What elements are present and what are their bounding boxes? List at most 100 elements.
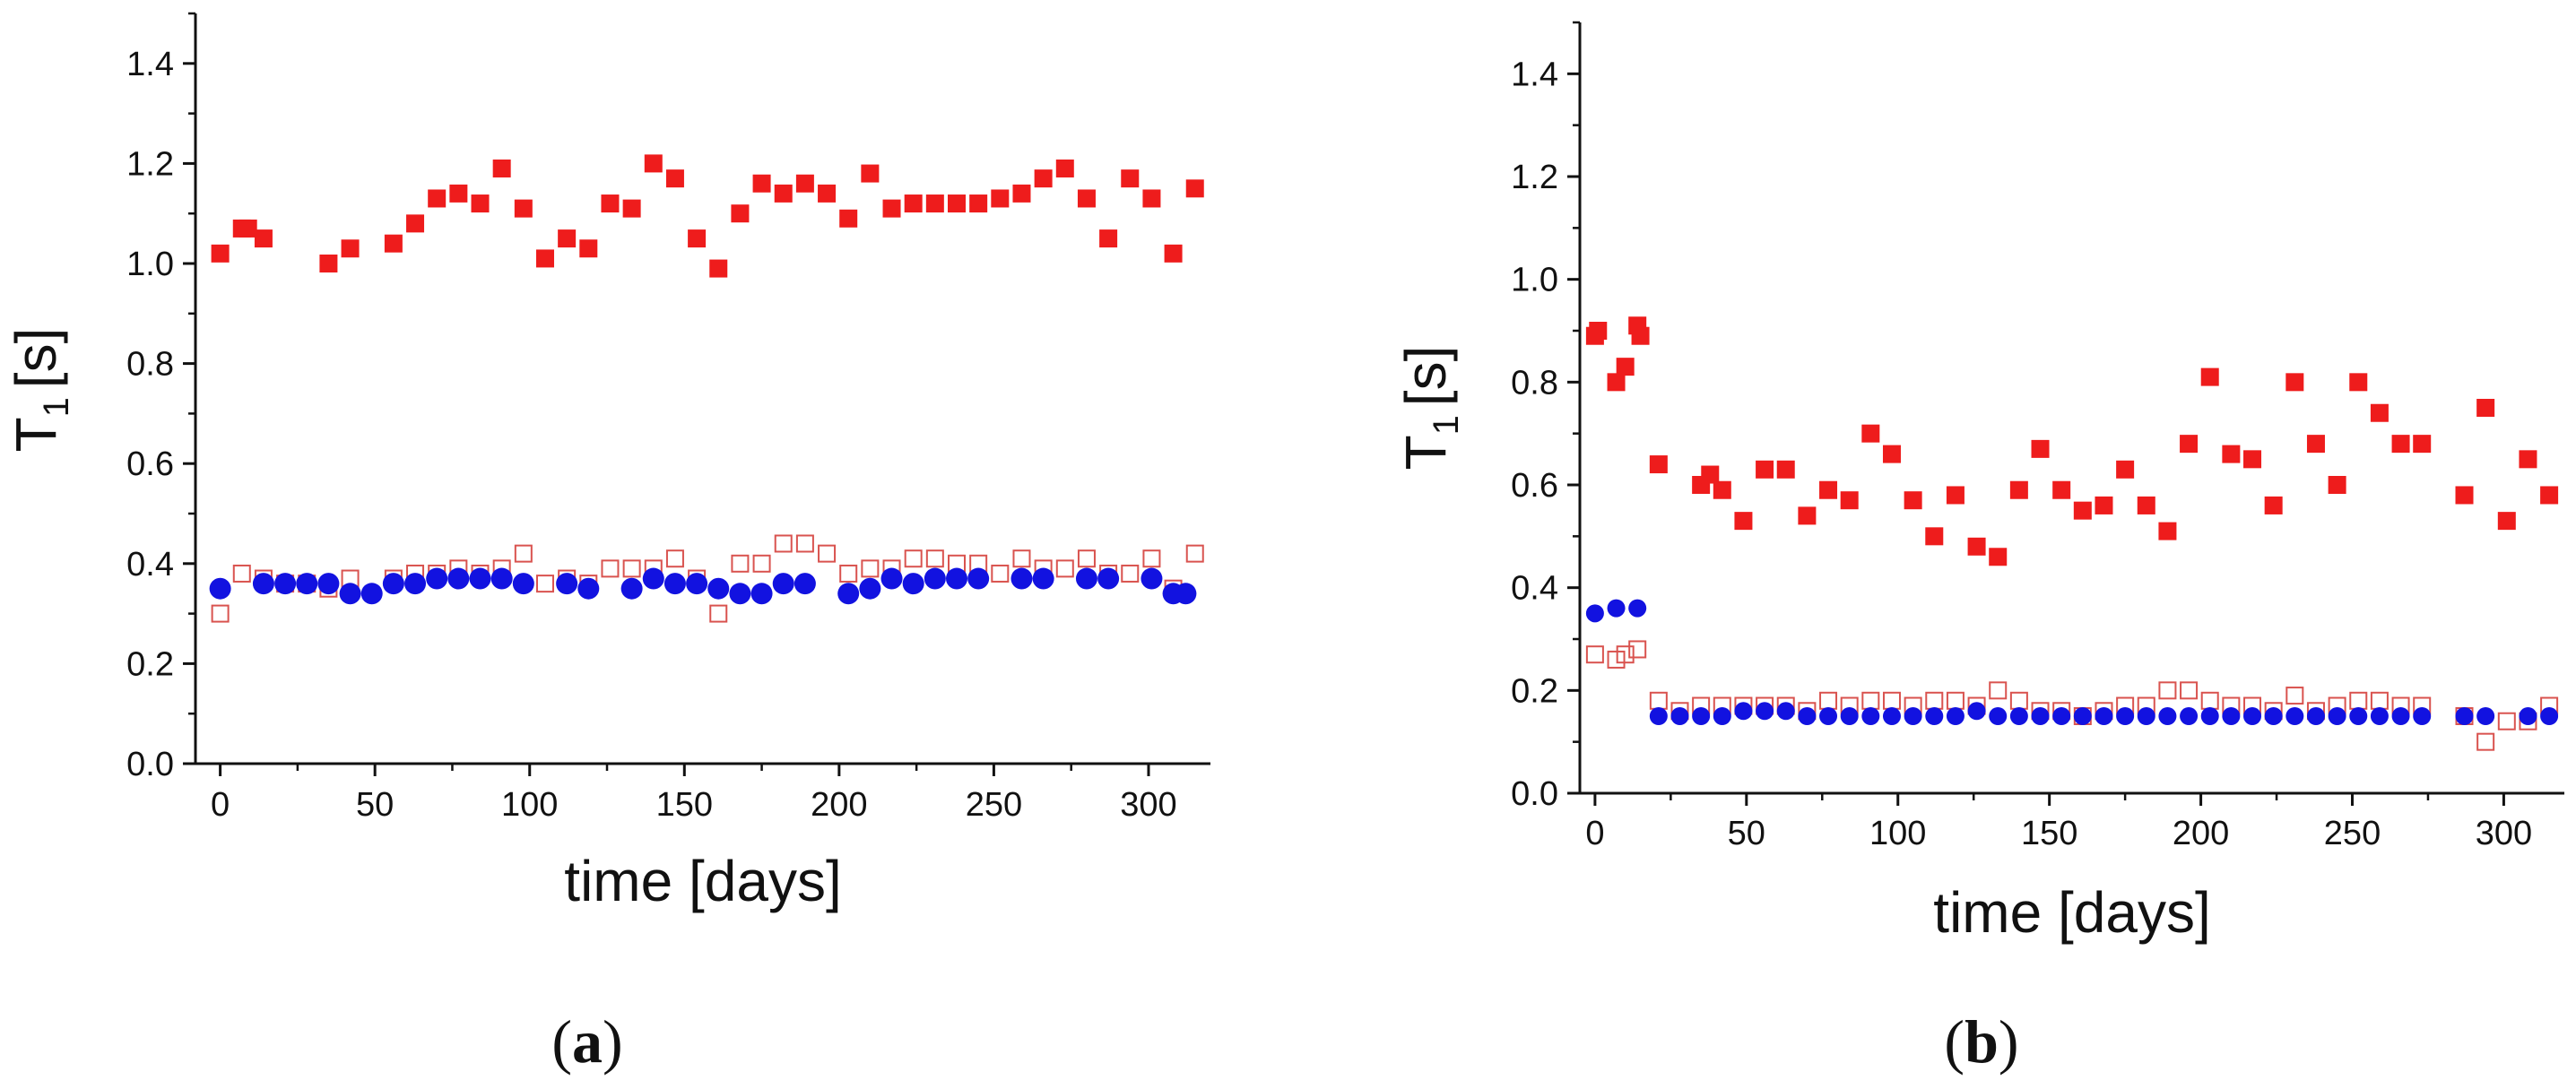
data-point-blue (252, 573, 274, 595)
data-point-red-filled (1819, 480, 1838, 499)
data-point-blue (2306, 707, 2325, 725)
data-point-blue (512, 573, 534, 595)
data-point-red-open (2497, 712, 2516, 730)
data-point-red-filled (2476, 399, 2495, 417)
data-point-red-open (774, 534, 793, 553)
data-point-red-filled (579, 239, 598, 258)
data-point-red-filled (2328, 476, 2346, 494)
series-circle-filled (209, 567, 1197, 605)
y-axis-title-main: T (1393, 435, 1458, 470)
data-point-red-open (1649, 691, 1668, 710)
data-point-red-filled (558, 229, 577, 248)
data-point-red-filled (2052, 480, 2071, 499)
data-point-red-filled (1649, 455, 1668, 474)
data-point-red-filled (535, 249, 554, 268)
data-point-blue (2370, 707, 2389, 725)
data-point-blue (1882, 707, 1901, 725)
data-point-red-open (839, 564, 858, 583)
data-point-blue (794, 573, 816, 595)
data-point-red-filled (319, 255, 338, 272)
data-point-red-filled (449, 184, 468, 203)
data-point-red-filled (341, 239, 360, 258)
data-point-red-filled (1607, 373, 1626, 392)
data-point-blue (1032, 567, 1054, 590)
x-tick-label: 50 (1728, 815, 1765, 852)
y-tick-label: 0.4 (1511, 570, 1558, 608)
data-point-red-filled (795, 174, 814, 193)
data-point-red-filled (665, 169, 684, 188)
axes: 0.0 0.2 0.4 0.6 0.8 1.0 1.2 1.4 0 50 100 150 200 250 3… (1393, 21, 2564, 945)
data-point-blue (1628, 599, 1647, 618)
data-point-red-filled (861, 164, 880, 183)
data-point-blue (1649, 707, 1668, 725)
data-point-red-filled (428, 189, 447, 208)
data-point-red-filled (1142, 189, 1161, 208)
y-tick-label: 1.4 (126, 46, 174, 83)
data-point-red-filled (514, 199, 533, 218)
data-point-blue (1734, 702, 1753, 721)
data-point-red-filled (239, 219, 257, 238)
data-point-blue (664, 573, 686, 595)
data-point-red-filled (2497, 512, 2516, 531)
data-point-red-open (2349, 691, 2368, 710)
data-point-blue (209, 577, 231, 600)
data-point-red-open (2370, 691, 2389, 710)
y-tick-label: 0.0 (126, 746, 174, 783)
data-point-red-open (1882, 691, 1901, 710)
data-point-red-filled (2540, 486, 2559, 505)
data-point-red-open (232, 564, 251, 583)
data-point-red-filled (2264, 496, 2283, 514)
y-tick-label: 0.0 (1511, 775, 1558, 813)
data-point-red-open (535, 575, 554, 593)
data-point-red-open (1989, 681, 2008, 700)
data-point-red-filled (2200, 367, 2219, 386)
data-point-red-open (1946, 691, 1965, 710)
data-point-red-open (709, 604, 728, 623)
data-point-red-open (211, 604, 230, 623)
panel-label-b-letter: b (1965, 1007, 1999, 1076)
x-tick-label: 150 (2021, 815, 2077, 852)
data-point-blue (2137, 707, 2155, 725)
x-tick-label: 250 (966, 786, 1022, 824)
series-square-filled (1585, 316, 2559, 566)
axes: 0.0 0.2 0.4 0.6 0.8 1.0 1.2 1.4 0 50 100 150 200 250 3… (4, 12, 1210, 913)
data-point-red-filled (2009, 480, 2028, 499)
data-point-blue (1713, 707, 1731, 725)
data-point-red-filled (2180, 435, 2199, 454)
data-point-red-open (1607, 650, 1626, 669)
data-point-red-filled (925, 194, 944, 213)
data-point-blue (2264, 707, 2283, 725)
data-point-red-open (2180, 681, 2199, 700)
data-point-red-filled (2031, 439, 2050, 458)
data-point-red-open (1012, 549, 1031, 568)
data-point-red-filled (1861, 424, 1880, 443)
data-point-red-open (991, 564, 1010, 583)
data-point-blue (620, 577, 643, 600)
data-point-red-filled (948, 194, 966, 213)
data-point-red-filled (752, 174, 771, 193)
data-point-red-open (861, 559, 880, 578)
data-point-red-filled (1099, 229, 1118, 248)
data-point-blue (360, 583, 383, 605)
data-point-blue (2180, 707, 2199, 725)
data-point-blue (902, 573, 924, 595)
data-point-red-open (1861, 691, 1880, 710)
data-point-red-open (795, 534, 814, 553)
data-point-red-filled (211, 244, 230, 263)
y-axis-title-sub: 1 (1427, 415, 1466, 435)
x-axis-title: time [days] (564, 849, 841, 913)
data-point-red-open (2200, 691, 2219, 710)
data-point-red-filled (1701, 465, 1720, 484)
data-point-red-filled (471, 194, 490, 213)
data-point-red-filled (644, 154, 663, 173)
data-point-red-filled (1734, 512, 1753, 531)
data-point-blue (1904, 707, 1922, 725)
data-point-red-open (2476, 732, 2495, 751)
y-axis-title-sub: 1 (37, 397, 76, 417)
data-point-blue (404, 573, 427, 595)
data-point-red-filled (2137, 496, 2155, 514)
data-point-red-filled (839, 209, 858, 228)
data-point-red-filled (2391, 435, 2410, 454)
data-point-blue (772, 573, 794, 595)
x-tick-label: 200 (2173, 815, 2229, 852)
